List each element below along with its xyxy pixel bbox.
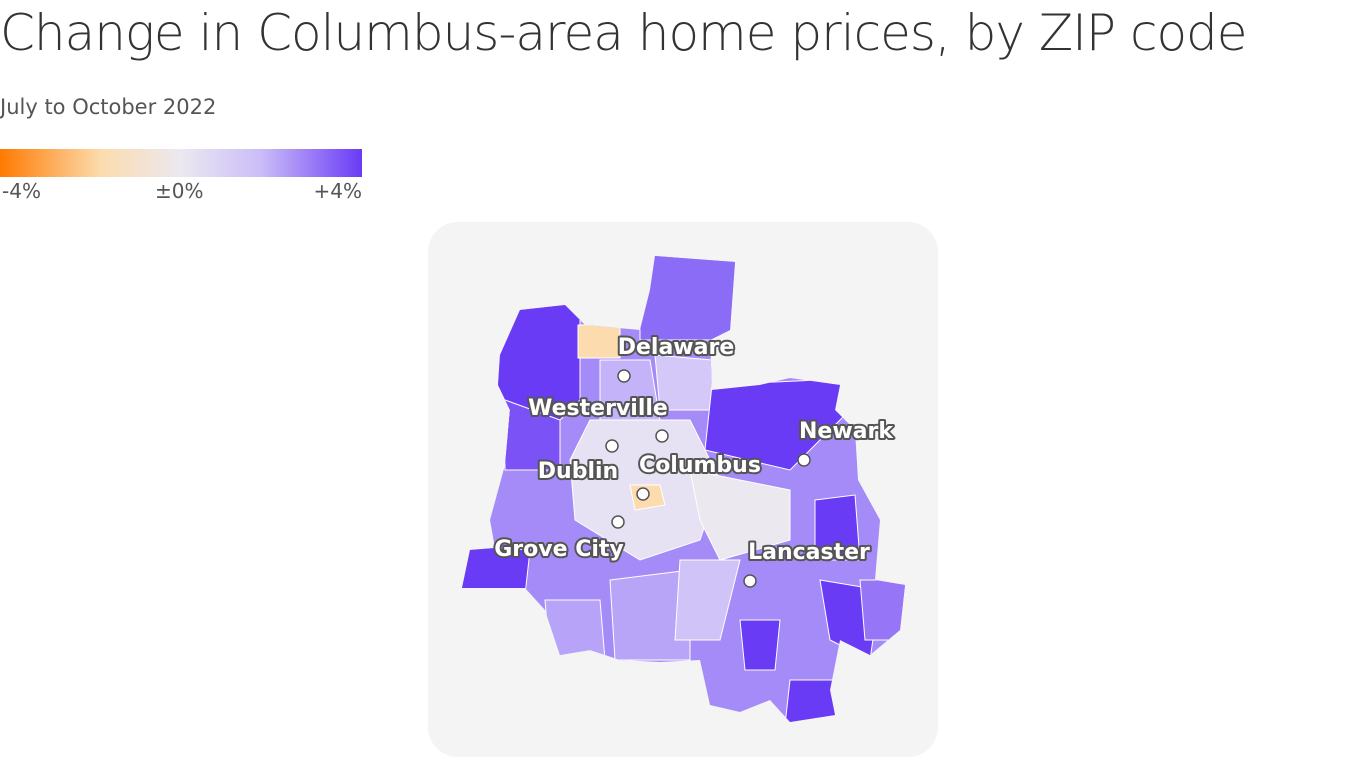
city-markers (605, 369, 811, 588)
city-dot (655, 429, 669, 443)
legend-label: -4% (2, 179, 41, 203)
city-dot (636, 487, 650, 501)
city-dot (743, 574, 757, 588)
legend-gradient (0, 149, 362, 177)
city-label: Westerville (528, 396, 668, 421)
city-dot (617, 369, 631, 383)
title: Change in Columbus-area home prices, by … (0, 4, 1248, 62)
legend-label: +4% (313, 179, 363, 203)
legend-label: ±0% (155, 179, 204, 203)
city-label: Dublin (538, 459, 618, 484)
city-label: Columbus (639, 453, 761, 478)
city-label: Grove City (494, 537, 624, 562)
city-dot (605, 439, 619, 453)
city-label: Newark (799, 419, 894, 444)
city-label: Delaware (618, 335, 735, 360)
city-dot (611, 515, 625, 529)
subtitle: July to October 2022 (0, 95, 217, 119)
legend: -4% ±0% +4% (0, 149, 362, 203)
city-label: Lancaster (748, 540, 870, 565)
city-labels: Delaware Westerville Dublin Columbus Gro… (492, 333, 896, 567)
city-dot (797, 453, 811, 467)
